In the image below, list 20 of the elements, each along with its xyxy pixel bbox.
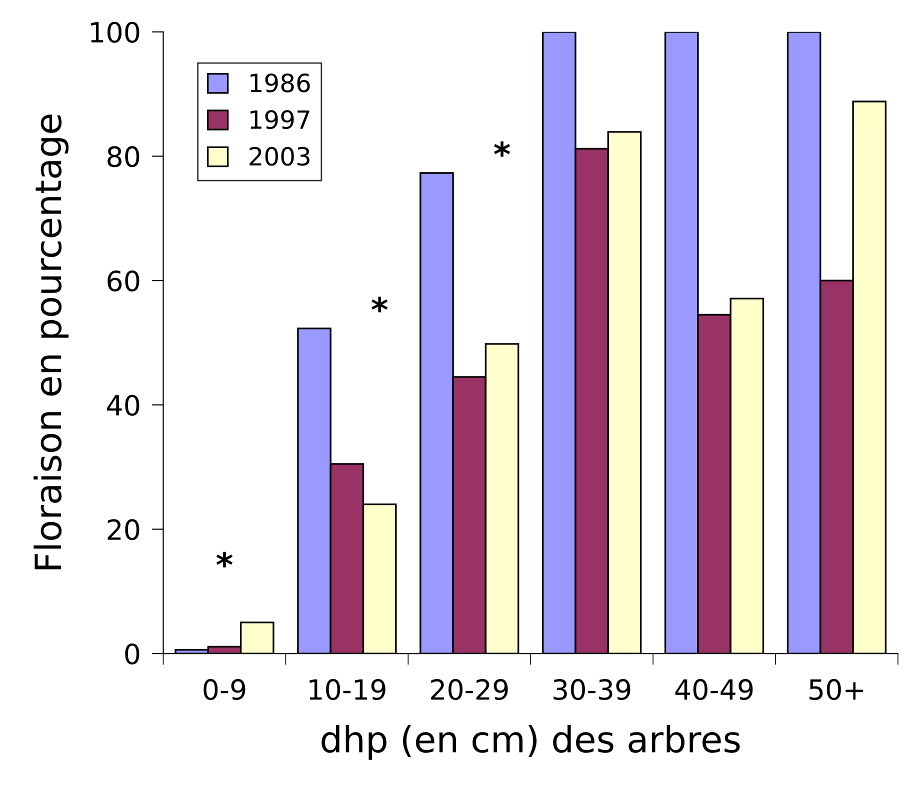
y-axis-title: Floraison en pourcentage [34,114,69,570]
annotation: * [494,141,510,157]
y-tick-label: 60 [108,270,140,292]
annotation: * [372,296,388,312]
y-tick-label: 20 [108,519,140,540]
legend-label: 2003 [250,146,310,166]
y-tick-label: 0 [125,643,140,664]
annotation: * [216,552,233,568]
x-tick-label: 10-19 [310,679,386,700]
legend-label: 1997 [250,110,310,130]
y-tick-label: 100 [91,22,140,43]
x-tick-label: 30-39 [554,679,630,700]
y-tick-label: 40 [107,394,140,416]
x-tick-label: 20-29 [431,679,508,700]
x-tick-label: 0-9 [204,679,246,700]
y-tick-label: 80 [108,146,140,168]
legend-label: 1986 [250,73,310,92]
x-tick-label: 50+ [810,679,864,700]
x-axis-title: dhp (en cm) des arbres [322,724,740,760]
x-tick-label: 40-49 [675,679,753,700]
